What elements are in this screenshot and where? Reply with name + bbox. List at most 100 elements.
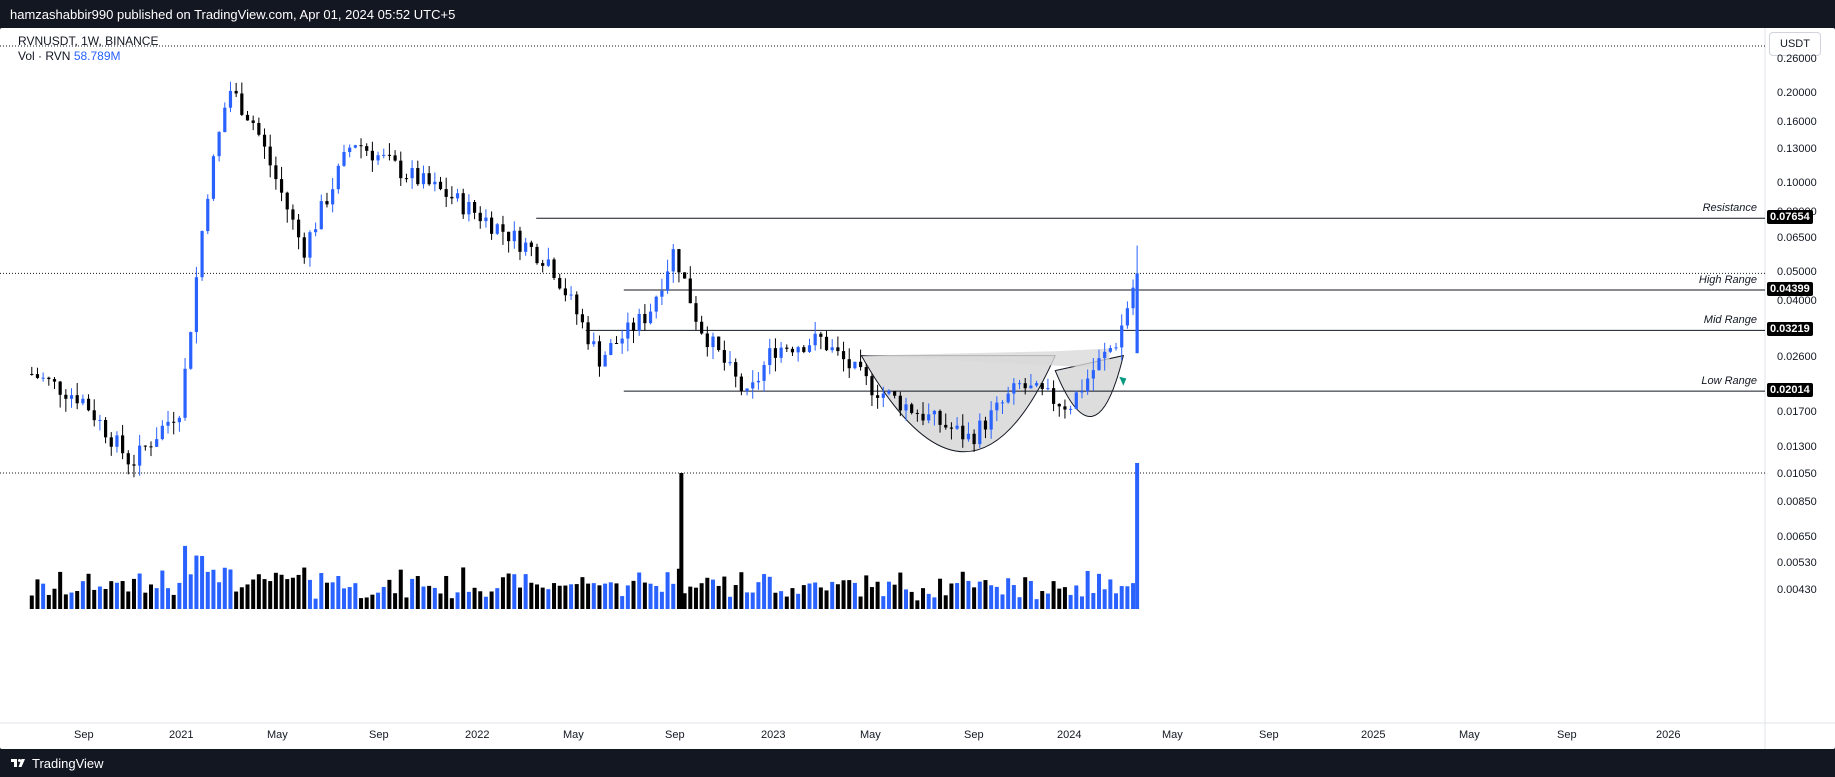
candle-body <box>700 321 704 334</box>
candle-body <box>671 249 675 272</box>
volume-bar <box>154 588 159 609</box>
volume-bar <box>659 591 664 609</box>
volume-bar <box>603 583 608 609</box>
candle-body <box>200 231 204 278</box>
candle-body <box>109 437 113 447</box>
volume-bar <box>217 582 222 609</box>
volume-bar <box>92 589 97 609</box>
volume-legend[interactable]: Vol · RVN 58.789M <box>18 49 121 63</box>
cup-pattern-shape <box>860 355 1056 452</box>
candle-body <box>376 155 380 161</box>
chart-area[interactable]: RVNUSDT, 1W, BINANCE Vol · RVN 58.789M U… <box>0 28 1835 749</box>
candle-body <box>138 445 142 466</box>
volume-bar <box>200 555 205 609</box>
candle-body <box>228 90 233 108</box>
candle-body <box>836 347 840 352</box>
candle-body <box>512 230 516 242</box>
volume-bar <box>69 592 74 609</box>
candle-body <box>302 237 306 258</box>
volume-bar <box>183 545 188 609</box>
volume-bar <box>779 591 784 609</box>
volume-bar <box>943 595 948 609</box>
candle-body <box>603 354 607 367</box>
candle-body <box>683 272 687 279</box>
candle-body <box>172 421 176 423</box>
chart-canvas[interactable] <box>0 28 1835 749</box>
time-tick-label: May <box>267 729 288 741</box>
candle-body <box>393 155 397 161</box>
volume-bar <box>796 593 801 609</box>
breakout-arrow-icon <box>1119 376 1127 386</box>
volume-bar <box>517 587 522 609</box>
volume-bar <box>909 591 914 609</box>
candle-body <box>660 290 664 297</box>
candle-body <box>472 201 477 213</box>
volume-bar <box>830 581 835 609</box>
candle-body <box>52 379 57 382</box>
price-tick-label: 0.06500 <box>1777 232 1817 245</box>
candle-body <box>762 365 766 381</box>
candle-body <box>1023 383 1027 389</box>
volume-bar <box>699 583 704 609</box>
candle-body <box>1029 385 1033 389</box>
time-tick-label: Sep <box>369 729 389 741</box>
time-tick-label: May <box>860 729 881 741</box>
candle-body <box>910 404 914 413</box>
candle-body <box>887 391 891 394</box>
candle-body <box>1000 402 1005 404</box>
volume-bar <box>449 598 454 609</box>
volume-bar <box>126 591 131 609</box>
volume-bar <box>324 582 329 609</box>
volume-bar <box>86 573 91 609</box>
candle-body <box>325 201 329 205</box>
time-tick-label: 2023 <box>761 729 786 741</box>
volume-bar <box>506 573 511 609</box>
currency-button[interactable]: USDT <box>1769 32 1821 56</box>
volume-bar <box>75 591 80 609</box>
candle-body <box>972 433 976 445</box>
candle-body <box>370 150 374 161</box>
candle-body <box>722 350 726 363</box>
volume-bar <box>972 587 977 609</box>
time-tick-label: Sep <box>964 729 984 741</box>
time-tick-label: Sep <box>665 729 685 741</box>
candle-body <box>245 114 250 121</box>
volume-bar <box>319 573 324 609</box>
candle-body <box>563 288 567 296</box>
candle-body <box>69 395 74 399</box>
candle-body <box>830 347 834 351</box>
candle-body <box>1091 370 1095 379</box>
candle-body <box>353 145 357 148</box>
volume-bar <box>1135 463 1140 609</box>
volume-bar <box>1051 581 1056 609</box>
volume-bar <box>994 586 999 609</box>
volume-bar <box>234 591 239 609</box>
candle-body <box>507 231 511 242</box>
volume-bar <box>733 585 738 609</box>
volume-bar <box>563 585 568 609</box>
candle-body <box>262 134 267 147</box>
time-tick-label: 2026 <box>1656 729 1681 741</box>
volume-bar <box>148 584 153 609</box>
candle-body <box>938 410 942 425</box>
candle-body <box>824 336 829 351</box>
candle-body <box>1131 287 1135 309</box>
candle-body <box>648 311 653 324</box>
candle-body <box>194 277 199 333</box>
candle-body <box>717 336 721 351</box>
volume-bar <box>523 574 528 609</box>
volume-bar <box>1097 573 1102 609</box>
candle-body <box>558 277 562 289</box>
candle-body <box>268 146 272 166</box>
volume-bar <box>285 579 290 609</box>
symbol-legend[interactable]: RVNUSDT, 1W, BINANCE <box>18 34 159 48</box>
candle-body <box>342 151 346 166</box>
volume-bar <box>290 577 295 609</box>
volume-bar <box>1034 599 1039 609</box>
candle-body <box>580 314 585 323</box>
volume-bar <box>989 585 994 609</box>
volume-bar <box>432 587 437 609</box>
volume-bar <box>131 578 136 609</box>
candle-body <box>745 388 749 392</box>
candle-body <box>132 464 136 466</box>
